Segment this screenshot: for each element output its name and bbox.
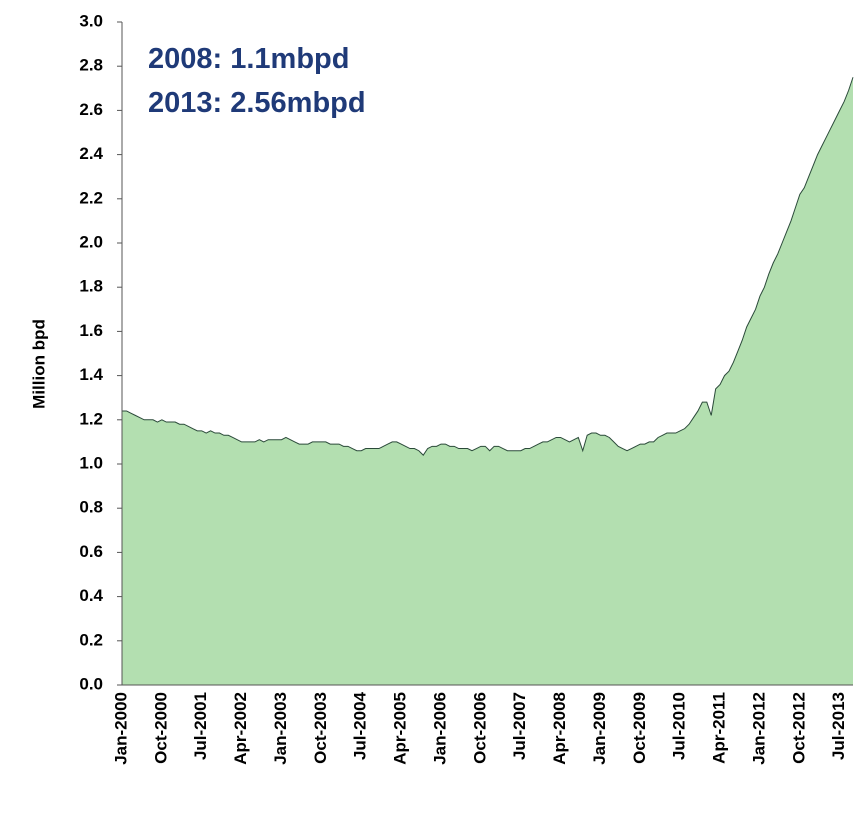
y-tick-label: 2.4: [79, 144, 103, 163]
y-tick-label: 1.2: [79, 409, 103, 428]
y-tick-label: 1.6: [79, 321, 103, 340]
area: [122, 77, 853, 685]
x-tick-label: Jul-2007: [510, 692, 529, 760]
x-tick-label: Oct-2006: [470, 692, 489, 764]
x-tick-label: Apr-2002: [231, 692, 250, 765]
y-tick-label: 0.8: [79, 498, 103, 517]
y-tick-label: 3.0: [79, 11, 103, 30]
x-tick-label: Oct-2009: [630, 692, 649, 764]
x-tick-label: Oct-2003: [311, 692, 330, 764]
y-tick-label: 0.6: [79, 542, 103, 561]
x-tick-label: Jan-2009: [590, 692, 609, 765]
x-tick-label: Jan-2006: [430, 692, 449, 765]
y-tick-label: 1.0: [79, 453, 103, 472]
y-tick-label: 0.4: [79, 586, 103, 605]
y-tick-label: 1.8: [79, 277, 103, 296]
y-tick-label: 0.0: [79, 674, 103, 693]
x-tick-label: Apr-2008: [550, 692, 569, 765]
y-tick-label: 2.2: [79, 188, 103, 207]
x-tick-label: Jan-2003: [271, 692, 290, 765]
annotation: 2008: 1.1mbpd: [148, 43, 349, 75]
y-tick-label: 0.2: [79, 630, 103, 649]
x-tick-label: Jul-2004: [351, 691, 370, 760]
y-axis-label: Million bpd: [29, 319, 48, 409]
y-tick-label: 2.8: [79, 56, 103, 75]
line: [122, 77, 854, 456]
x-tick-label: Apr-2005: [391, 692, 410, 765]
x-tick-label: Apr-2011: [710, 692, 729, 764]
x-tick-label: Jan-2000: [111, 692, 130, 765]
x-tick-label: Jan-2012: [749, 692, 768, 765]
y-tick-label: 2.0: [79, 232, 103, 251]
x-tick-label: Jul-2001: [191, 692, 210, 760]
x-tick-label: Oct-2000: [151, 692, 170, 764]
x-tick-label: Jul-2013: [829, 692, 848, 760]
x-tick-label: Oct-2012: [789, 692, 808, 764]
x-tick-label: Jul-2010: [670, 692, 689, 760]
annotation: 2013: 2.56mbpd: [148, 87, 366, 119]
y-tick-label: 1.4: [79, 365, 103, 384]
y-tick-label: 2.6: [79, 100, 103, 119]
